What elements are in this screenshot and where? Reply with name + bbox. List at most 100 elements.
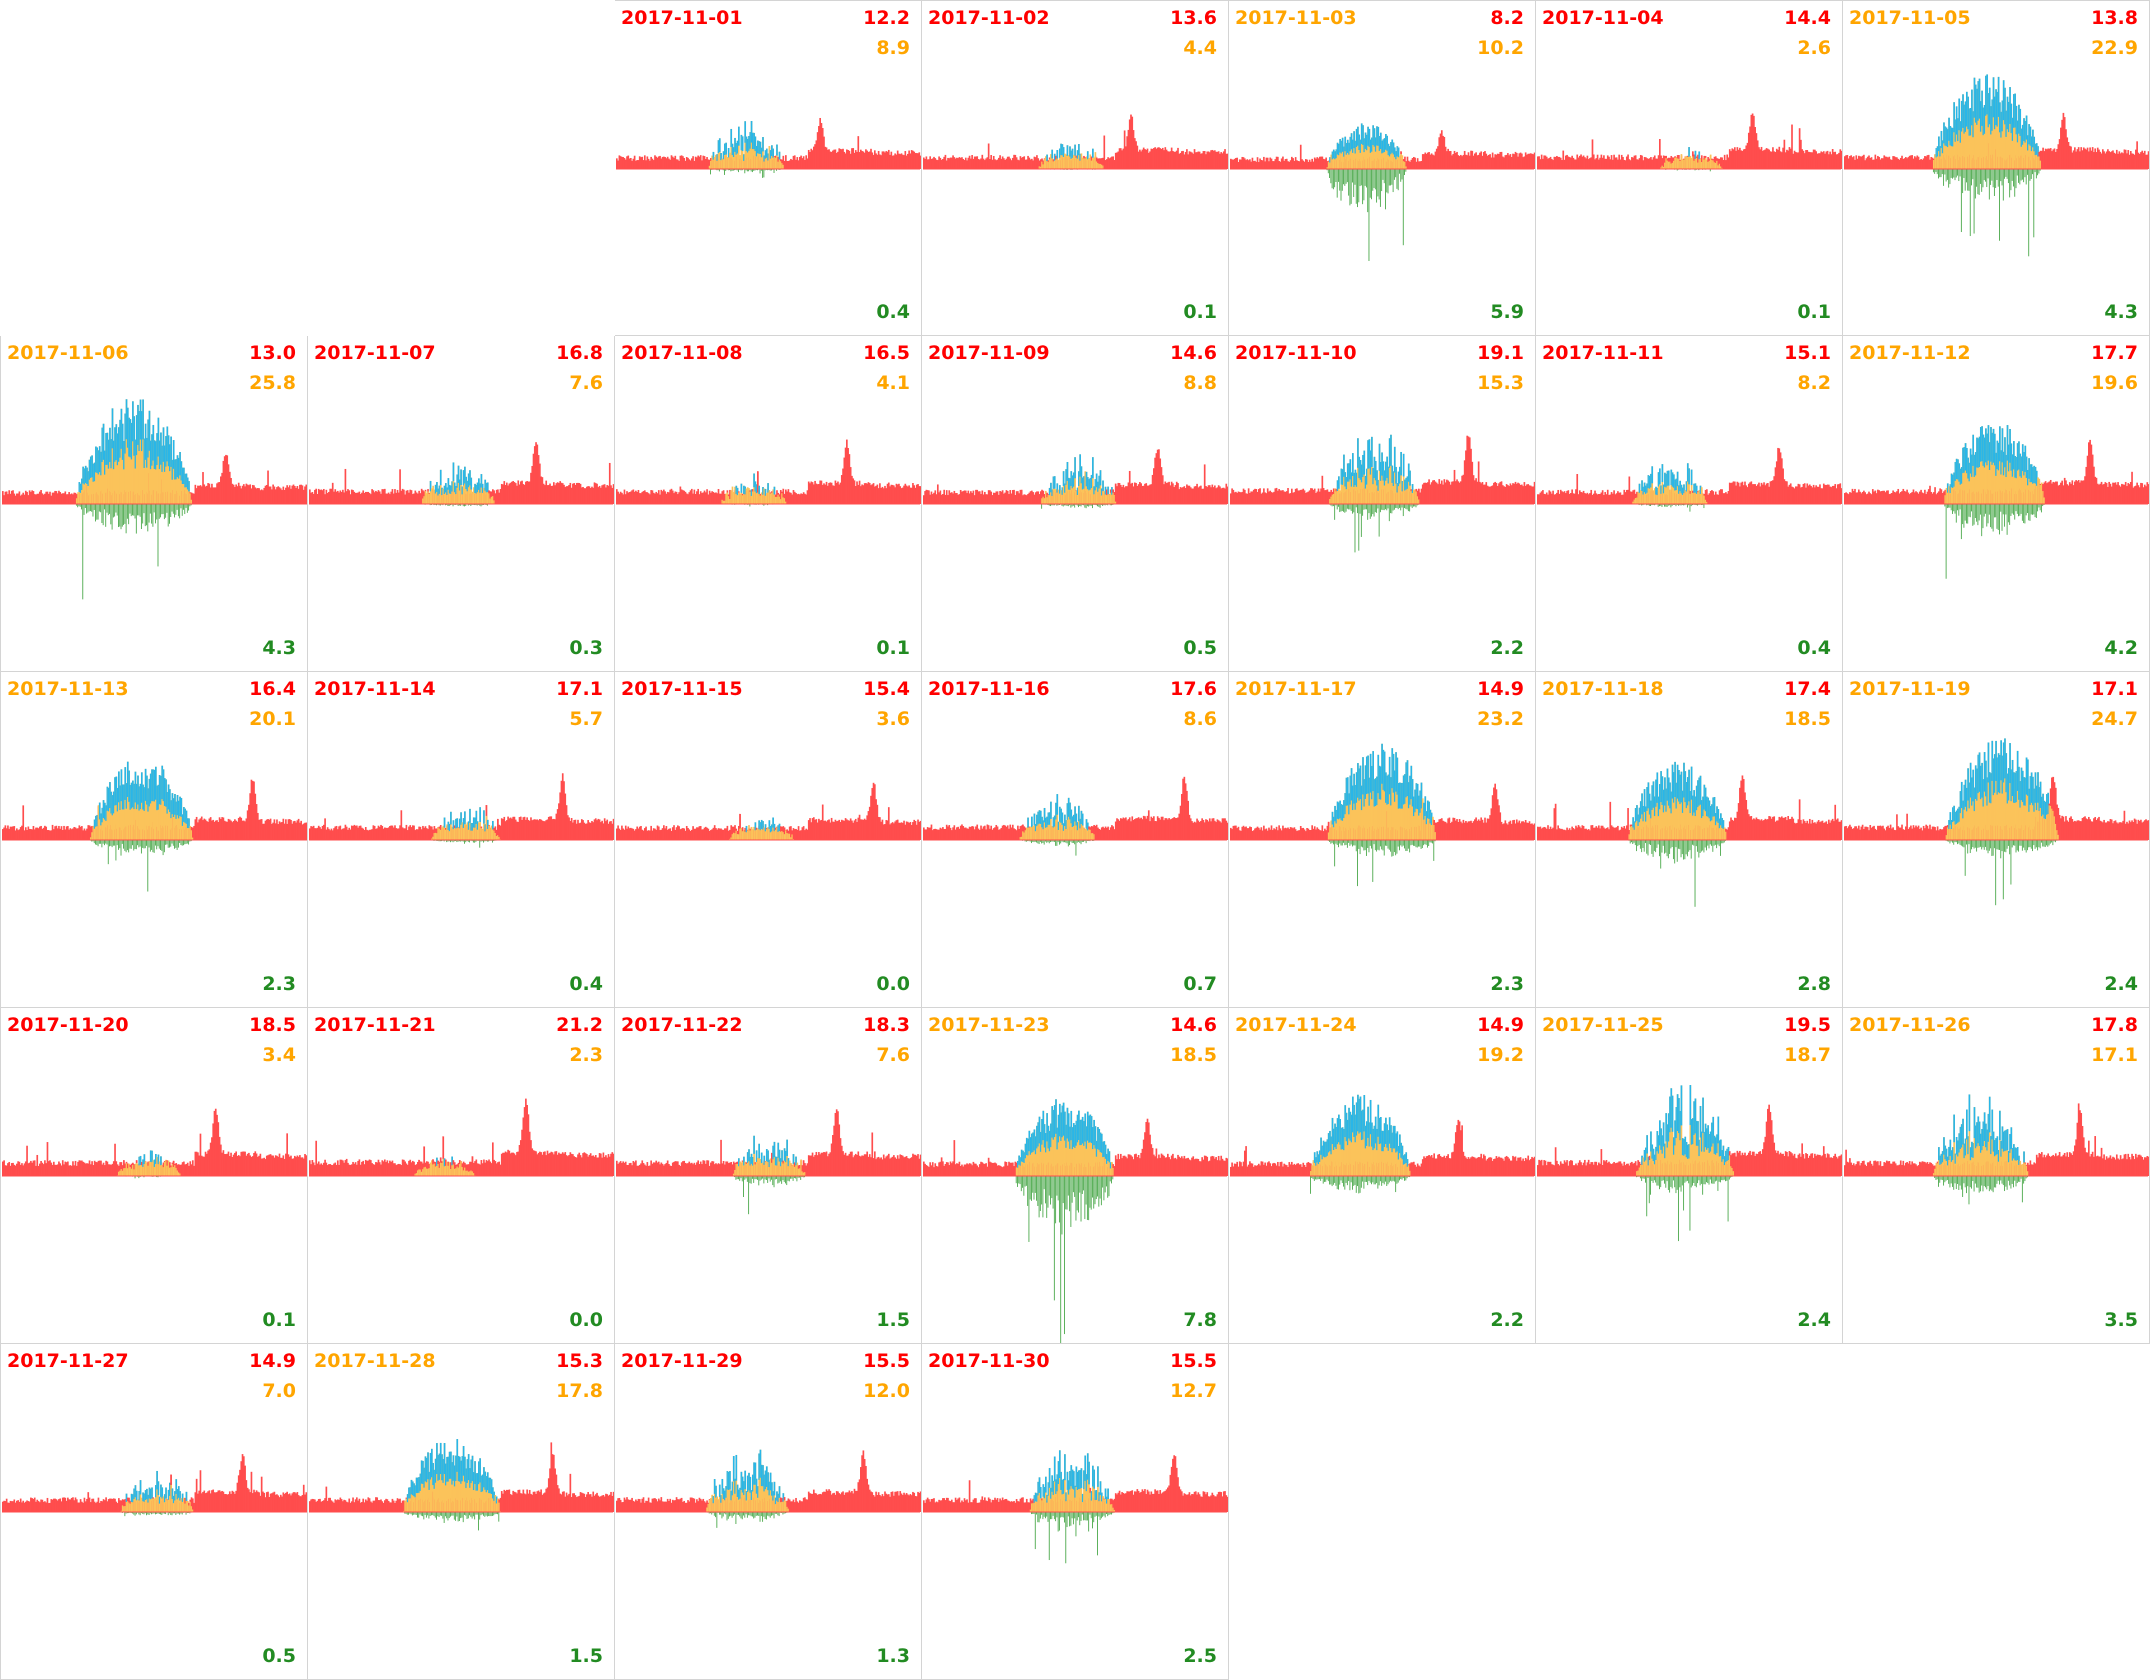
consumption-bar — [1798, 128, 1801, 169]
consumption-bar — [1009, 490, 1012, 504]
consumption-bar — [1614, 494, 1617, 504]
export-bar — [2025, 169, 2027, 185]
consumption-bar — [1732, 481, 1735, 504]
consumption-bar — [1808, 484, 1811, 504]
consumption-bar — [973, 156, 976, 169]
consumption-bar — [2146, 154, 2149, 169]
consumption-bar — [1590, 489, 1593, 504]
production-peak-bar — [1997, 76, 2000, 117]
production-value: 15.3 — [1477, 372, 1524, 394]
production-peak-bar — [1051, 489, 1054, 496]
consumption-bar — [1883, 155, 1886, 169]
production-bar — [1676, 158, 1679, 169]
production-peak-bar — [1352, 139, 1354, 153]
consumption-bar — [950, 492, 953, 504]
export-bar — [1997, 504, 1999, 531]
consumption-bar — [1494, 154, 1496, 169]
consumption-bar — [1033, 494, 1036, 504]
production-peak-bar — [1345, 477, 1348, 490]
consumption-bar — [584, 488, 587, 504]
consumption-bar — [844, 153, 847, 169]
consumption-bar — [522, 484, 525, 504]
consumption-bar — [717, 489, 720, 504]
consumption-bar — [1168, 481, 1170, 504]
production-bar — [1689, 155, 1692, 169]
consumption-bar — [2098, 484, 2100, 504]
consumption-bar — [786, 491, 788, 504]
consumption-bar — [1869, 157, 1872, 169]
production-bar — [1108, 494, 1111, 504]
export-bar — [2011, 504, 2013, 514]
production-bar — [1988, 87, 1991, 169]
consumption-bar — [1717, 158, 1720, 169]
consumption-bar — [1318, 156, 1321, 169]
consumption-bar — [582, 486, 584, 504]
consumption-bar — [1604, 158, 1607, 169]
consumption-bar — [1660, 155, 1662, 169]
consumption-bar — [958, 157, 961, 169]
export-bar — [1061, 504, 1063, 506]
production-bar — [1360, 464, 1363, 504]
day-cell: 2017-11-04 14.4 2.6 0.1 — [1536, 0, 1843, 336]
consumption-bar — [1428, 151, 1430, 169]
production-peak-bar — [1339, 139, 1341, 153]
consumption-bar — [2072, 150, 2075, 169]
consumption-bar — [1857, 155, 1860, 169]
export-bar — [1689, 504, 1691, 512]
consumption-bar — [909, 487, 912, 504]
consumption-bar — [1500, 481, 1503, 504]
production-bar — [1376, 470, 1378, 504]
production-peak-bar — [2029, 464, 2032, 483]
production-bar — [1382, 139, 1385, 169]
consumption-bar — [1233, 492, 1236, 504]
export-bar — [1360, 169, 1362, 186]
consumption-bar — [834, 149, 837, 169]
production-bar — [2016, 443, 2019, 504]
consumption-bar — [957, 494, 959, 504]
consumption-bar — [1628, 159, 1631, 169]
production-bar — [1952, 127, 1954, 169]
consumption-bar — [35, 494, 37, 504]
consumption-bar — [1167, 482, 1169, 504]
consumption-bar — [956, 157, 958, 169]
consumption-bar — [1794, 152, 1797, 169]
consumption-bar — [1160, 467, 1163, 504]
consumption-bar — [1256, 491, 1259, 504]
export-bar — [1072, 504, 1074, 506]
production-peak-bar — [1990, 427, 1992, 462]
consumption-bar — [1004, 492, 1006, 504]
production-peak-bar — [1098, 475, 1101, 489]
consumption-bar — [1543, 155, 1546, 169]
consumption-bar — [1925, 156, 1927, 169]
consumption-bar — [2047, 482, 2049, 504]
consumption-bar — [359, 493, 362, 504]
export-bar — [1694, 504, 1696, 506]
consumption-bar — [354, 492, 357, 504]
production-peak-bar — [1360, 464, 1363, 483]
export-bar — [1387, 504, 1389, 509]
consumption-bar — [1871, 489, 1874, 504]
consumption-bar — [791, 494, 794, 504]
consumption-bar — [652, 492, 655, 504]
production-bar — [1665, 158, 1668, 169]
date-label: 2017-11-06 — [7, 342, 129, 364]
consumption-bar — [2076, 481, 2079, 504]
production-bar — [713, 157, 716, 169]
export-bar — [439, 504, 441, 506]
consumption-bar — [856, 481, 858, 504]
production-peak-bar — [480, 474, 483, 488]
production-peak-bar — [2024, 445, 2027, 472]
consumption-bar — [1835, 488, 1838, 504]
consumption-bar — [1772, 147, 1774, 169]
production-peak-bar — [464, 466, 466, 484]
consumption-bar — [1137, 151, 1140, 169]
consumption-bar — [1127, 482, 1130, 504]
consumption-bar — [810, 481, 813, 504]
consumption-bar — [1817, 153, 1820, 169]
consumption-bar — [1442, 135, 1444, 169]
consumption-bar — [357, 492, 359, 504]
consumption-bar — [1145, 149, 1148, 169]
consumption-bar — [209, 487, 212, 504]
production-bar — [1693, 483, 1695, 504]
consumption-bar — [1257, 489, 1260, 504]
